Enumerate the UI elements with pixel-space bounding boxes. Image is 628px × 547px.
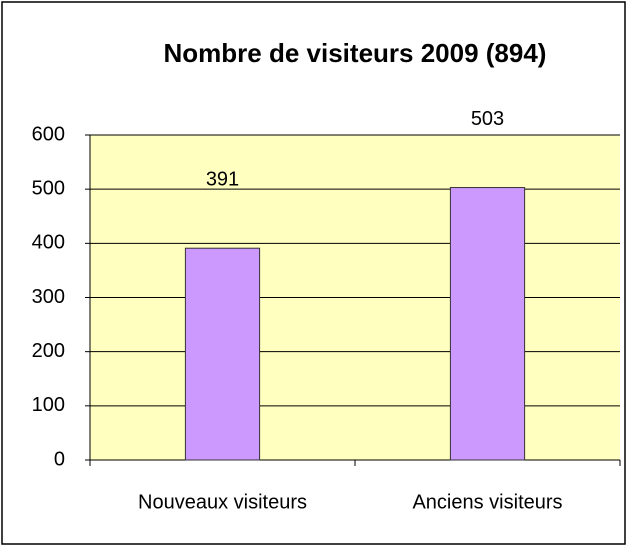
y-tick-label: 0 (54, 448, 65, 470)
data-label: 391 (206, 168, 239, 190)
y-tick-label: 600 (32, 123, 65, 145)
y-tick-label: 500 (32, 177, 65, 199)
x-tick-label: Nouveaux visiteurs (138, 491, 307, 513)
y-tick-label: 400 (32, 232, 65, 254)
bar (449, 187, 526, 461)
y-tick-label: 200 (32, 340, 65, 362)
y-tick-label: 300 (32, 286, 65, 308)
x-tick-label: Anciens visiteurs (412, 491, 562, 513)
y-tick-label: 100 (32, 394, 65, 416)
data-label: 503 (471, 108, 504, 130)
bar (184, 247, 261, 461)
chart-title: Nombre de visiteurs 2009 (894) (164, 38, 547, 68)
